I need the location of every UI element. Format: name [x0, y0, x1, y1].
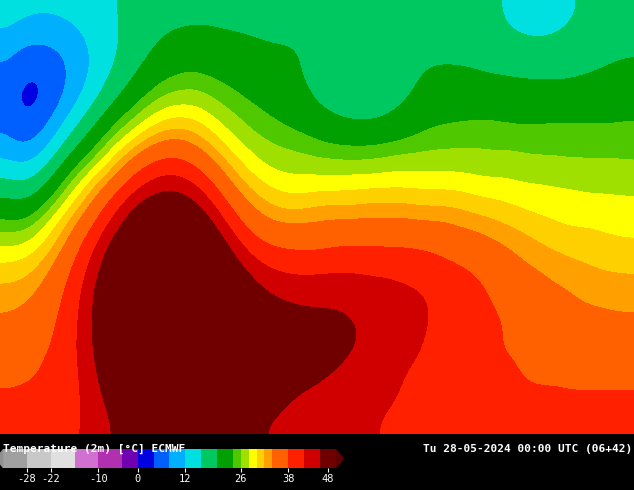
Text: Temperature (2m) [°C] ECMWF: Temperature (2m) [°C] ECMWF [3, 444, 185, 454]
Polygon shape [336, 449, 344, 468]
Text: Tu 28-05-2024 00:00 UTC (06+42): Tu 28-05-2024 00:00 UTC (06+42) [424, 444, 633, 454]
Polygon shape [0, 449, 3, 468]
